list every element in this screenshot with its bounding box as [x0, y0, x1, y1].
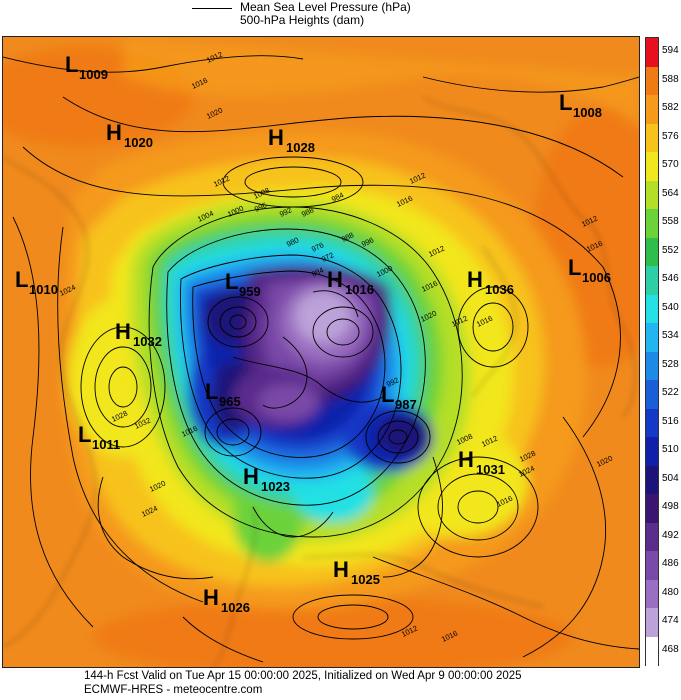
colorbar-tick-label: 570 — [662, 159, 679, 171]
colorbar-tick-label: 576 — [662, 130, 679, 142]
source-credit-text: ECMWF-HRES - meteocentre.com — [84, 684, 263, 696]
colorbar-cell — [646, 579, 658, 609]
high-pressure-letter: H — [268, 125, 284, 150]
colorbar-tick-label: 522 — [662, 387, 679, 399]
pressure-center-value: 965 — [219, 394, 241, 409]
pressure-center-value: 1023 — [261, 479, 290, 494]
map-header: Mean Sea Level Pressure (hPa) 500-hPa He… — [0, 0, 681, 36]
colorbar-tick-label: 504 — [662, 472, 679, 484]
mslp-legend-label: Mean Sea Level Pressure (hPa) — [240, 0, 411, 14]
low-pressure-letter: L — [568, 255, 581, 280]
height-colorbar — [645, 37, 659, 666]
colorbar-tick-label: 540 — [662, 301, 679, 313]
pressure-center-value: 959 — [239, 284, 261, 299]
colorbar-tick-label: 474 — [662, 615, 679, 627]
pressure-center-value: 1028 — [286, 140, 315, 155]
pressure-center-value: 1025 — [351, 572, 380, 587]
height-fill-bands — [3, 37, 639, 667]
colorbar-tick-label: 492 — [662, 529, 679, 541]
colorbar-tick-label: 480 — [662, 586, 679, 598]
colorbar-cell — [646, 636, 658, 666]
colorbar-cell — [646, 522, 658, 552]
isobars — [3, 55, 639, 663]
colorbar-tick-label: 594 — [662, 45, 679, 57]
high-pressure-letter: H — [333, 557, 349, 582]
colorbar-cell — [646, 608, 658, 637]
colorbar-cell — [646, 551, 658, 580]
colorbar-tick-label: 534 — [662, 330, 679, 342]
pressure-center-value: 1031 — [476, 462, 505, 477]
colorbar-cell — [646, 38, 658, 67]
low-pressure-letter: L — [65, 52, 78, 77]
low-pressure-letter: L — [381, 382, 394, 407]
colorbar-cell — [646, 180, 658, 210]
colorbar-cell — [646, 465, 658, 495]
pressure-center-value: 1036 — [485, 282, 514, 297]
high-pressure-letter: H — [203, 585, 219, 610]
pressure-center-value: 1009 — [79, 67, 108, 82]
colorbar-cell — [646, 437, 658, 466]
colorbar-tick-label: 588 — [662, 73, 679, 85]
high-pressure-letter: H — [458, 447, 474, 472]
high-pressure-letter: H — [106, 120, 122, 145]
colorbar-tick-label: 564 — [662, 187, 679, 199]
colorbar-cell — [646, 380, 658, 409]
colorbar-cell — [646, 494, 658, 523]
pressure-center-value: 1010 — [29, 282, 58, 297]
colorbar-cell — [646, 408, 658, 438]
pressure-center-value: 1026 — [221, 600, 250, 615]
map-footer: 144-h Fcst Valid on Tue Apr 15 00:00:00 … — [0, 668, 681, 700]
valid-time-text: 144-h Fcst Valid on Tue Apr 15 00:00:00 … — [84, 670, 522, 682]
colorbar-tick-label: 486 — [662, 558, 679, 570]
low-pressure-letter: L — [15, 267, 28, 292]
colorbar-tick-label: 546 — [662, 273, 679, 285]
low-pressure-letter: L — [559, 90, 572, 115]
pressure-center-value: 1008 — [573, 105, 602, 120]
pressure-center-value: 1011 — [92, 437, 120, 452]
high-pressure-letter: H — [115, 319, 131, 344]
pressure-center-value: 1006 — [582, 270, 611, 285]
colorbar-cell — [646, 323, 658, 352]
colorbar-cell — [646, 152, 658, 181]
colorbar-tick-label: 528 — [662, 358, 679, 370]
high-pressure-letter: H — [467, 267, 483, 292]
weather-map: 1012 1016 1020 1012 1008 1004 1000 996 992 988 984… — [2, 36, 640, 668]
colorbar-tick-label: 582 — [662, 102, 679, 114]
colorbar-tick-label: 498 — [662, 501, 679, 513]
high-pressure-letter: H — [243, 464, 259, 489]
colorbar-tick-label: 552 — [662, 244, 679, 256]
colorbar-cell — [646, 95, 658, 124]
colorbar-cell — [646, 237, 658, 267]
colorbar-cell — [646, 66, 658, 96]
coastlines — [3, 96, 636, 667]
pressure-center-value: 1032 — [133, 334, 162, 349]
colorbar-tick-label: 468 — [662, 643, 679, 655]
colorbar-tick-label: 510 — [662, 444, 679, 456]
low-pressure-letter: L — [205, 379, 218, 404]
colorbar-cell — [646, 266, 658, 295]
colorbar-cell — [646, 209, 658, 238]
colorbar-cell — [646, 351, 658, 381]
colorbar-cell — [646, 123, 658, 153]
low-pressure-letter: L — [78, 422, 91, 447]
pressure-center-value: 1020 — [124, 135, 153, 150]
colorbar-cell — [646, 294, 658, 324]
low-pressure-letter: L — [225, 269, 238, 294]
colorbar-tick-label: 516 — [662, 415, 679, 427]
heights-legend-label: 500-hPa Heights (dam) — [240, 13, 365, 27]
high-pressure-letter: H — [327, 267, 343, 292]
mslp-line-swatch — [192, 8, 232, 9]
pressure-center-value: 987 — [395, 397, 417, 412]
colorbar-tick-label: 558 — [662, 216, 679, 228]
pressure-center-value: 1016 — [345, 282, 374, 297]
